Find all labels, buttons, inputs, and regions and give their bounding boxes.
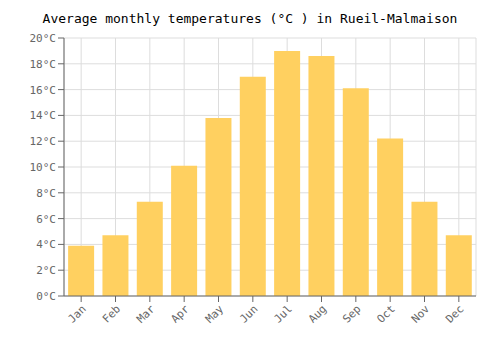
svg-text:2°C: 2°C — [36, 264, 56, 277]
svg-text:Sep: Sep — [340, 302, 363, 325]
svg-text:16°C: 16°C — [30, 84, 57, 97]
svg-text:0°C: 0°C — [36, 290, 56, 303]
svg-text:6°C: 6°C — [36, 213, 56, 226]
svg-text:Feb: Feb — [100, 302, 123, 325]
svg-text:Jun: Jun — [237, 302, 260, 325]
svg-text:Dec: Dec — [443, 302, 466, 325]
svg-text:Apr: Apr — [169, 302, 193, 326]
svg-text:14°C: 14°C — [30, 109, 57, 122]
svg-text:18°C: 18°C — [30, 58, 57, 71]
svg-text:4°C: 4°C — [36, 238, 56, 251]
svg-text:Jul: Jul — [272, 302, 295, 325]
svg-text:10°C: 10°C — [30, 161, 57, 174]
svg-text:Jan: Jan — [66, 302, 89, 325]
svg-text:Aug: Aug — [306, 302, 329, 325]
svg-text:May: May — [203, 302, 227, 326]
svg-text:8°C: 8°C — [36, 187, 56, 200]
svg-text:Oct: Oct — [375, 302, 398, 325]
svg-text:Nov: Nov — [409, 302, 433, 326]
svg-text:12°C: 12°C — [30, 135, 57, 148]
svg-text:Mar: Mar — [134, 302, 158, 326]
svg-text:20°C: 20°C — [30, 32, 57, 45]
html-text:Average monthly temperatures (: Average monthly temperatures (°C ) in Ru… — [42, 11, 458, 26]
